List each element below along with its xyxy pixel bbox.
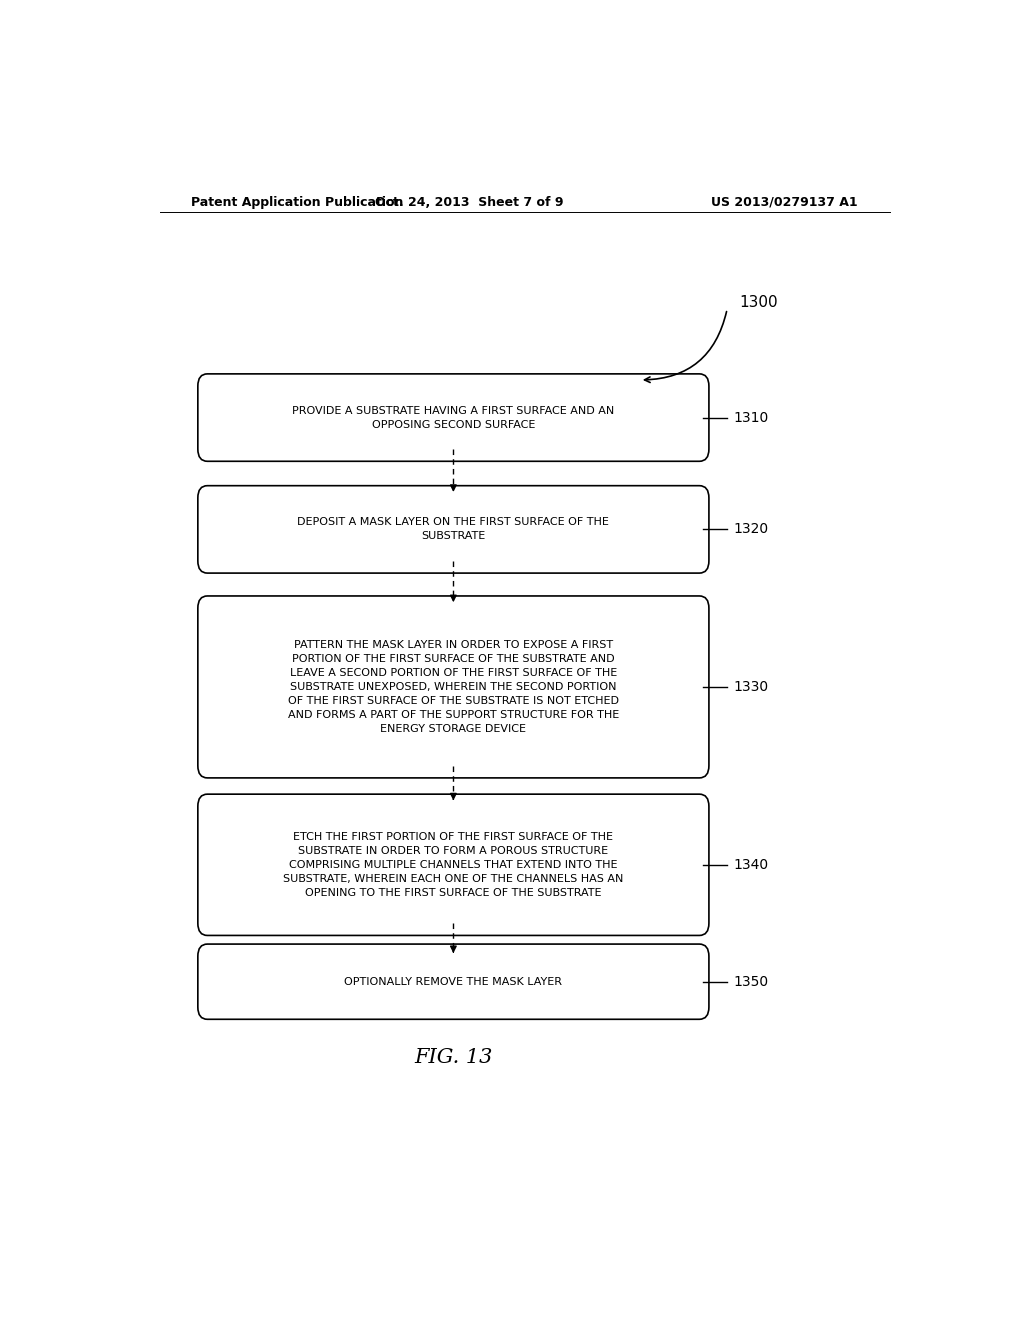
Text: PROVIDE A SUBSTRATE HAVING A FIRST SURFACE AND AN
OPPOSING SECOND SURFACE: PROVIDE A SUBSTRATE HAVING A FIRST SURFA…	[292, 405, 614, 429]
Text: OPTIONALLY REMOVE THE MASK LAYER: OPTIONALLY REMOVE THE MASK LAYER	[344, 977, 562, 986]
Text: US 2013/0279137 A1: US 2013/0279137 A1	[712, 195, 858, 209]
FancyBboxPatch shape	[198, 795, 709, 936]
Text: 1350: 1350	[733, 974, 769, 989]
Text: PATTERN THE MASK LAYER IN ORDER TO EXPOSE A FIRST
PORTION OF THE FIRST SURFACE O: PATTERN THE MASK LAYER IN ORDER TO EXPOS…	[288, 640, 618, 734]
Text: FIG. 13: FIG. 13	[414, 1048, 493, 1068]
Text: ETCH THE FIRST PORTION OF THE FIRST SURFACE OF THE
SUBSTRATE IN ORDER TO FORM A : ETCH THE FIRST PORTION OF THE FIRST SURF…	[284, 832, 624, 898]
FancyBboxPatch shape	[198, 595, 709, 777]
Text: 1310: 1310	[733, 411, 769, 425]
Text: 1300: 1300	[739, 296, 777, 310]
Text: DEPOSIT A MASK LAYER ON THE FIRST SURFACE OF THE
SUBSTRATE: DEPOSIT A MASK LAYER ON THE FIRST SURFAC…	[297, 517, 609, 541]
Text: Oct. 24, 2013  Sheet 7 of 9: Oct. 24, 2013 Sheet 7 of 9	[375, 195, 563, 209]
FancyBboxPatch shape	[198, 374, 709, 461]
FancyBboxPatch shape	[198, 486, 709, 573]
Text: 1330: 1330	[733, 680, 769, 694]
Text: 1320: 1320	[733, 523, 769, 536]
Text: 1340: 1340	[733, 858, 769, 871]
Text: Patent Application Publication: Patent Application Publication	[191, 195, 403, 209]
FancyBboxPatch shape	[198, 944, 709, 1019]
